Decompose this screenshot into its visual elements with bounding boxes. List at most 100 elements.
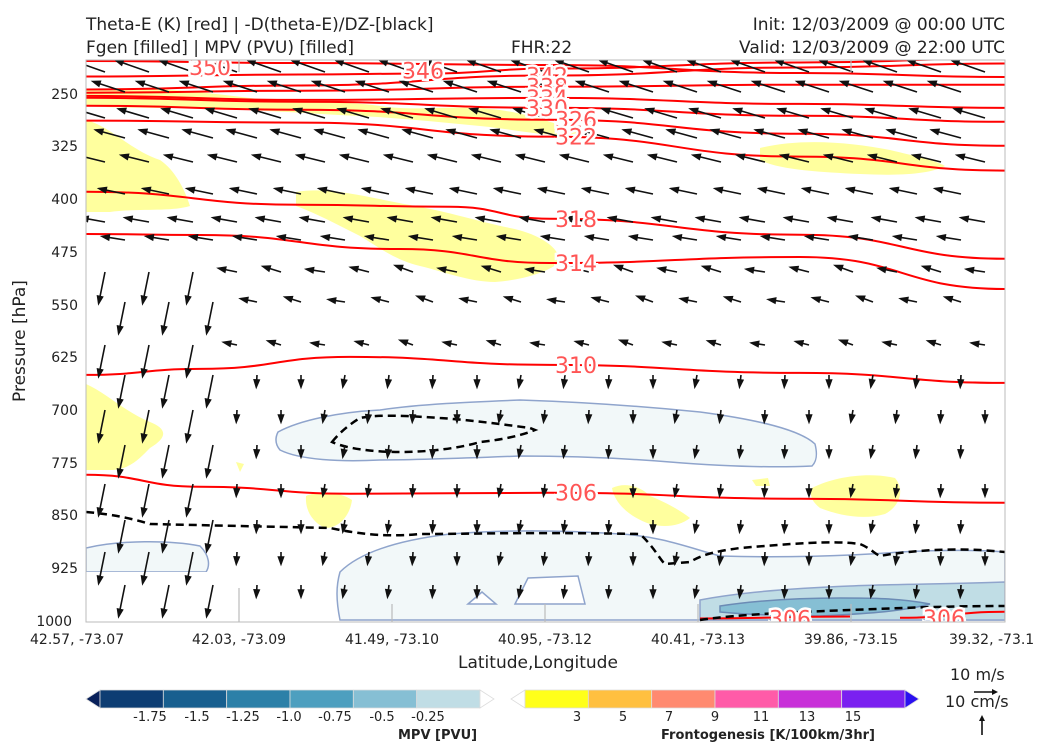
wind-vector-head xyxy=(187,233,199,242)
wind-vector-head xyxy=(458,296,469,304)
wind-vector-head xyxy=(781,523,789,535)
wind-vector-head xyxy=(473,589,481,600)
wind-vector-head xyxy=(453,414,461,425)
wind-vector-head xyxy=(952,107,963,115)
wind-vector-head xyxy=(222,80,234,88)
wind-vector-head xyxy=(137,128,149,136)
wind-vector-head xyxy=(277,488,285,499)
wind-vector-head xyxy=(233,555,241,567)
ddz-contour-mid xyxy=(330,414,539,454)
wind-vector-head xyxy=(518,215,530,223)
wind-vector-head xyxy=(957,378,965,390)
ddz-contours xyxy=(86,414,1005,622)
wind-vector-head xyxy=(738,215,750,223)
wind-vector-head xyxy=(453,488,461,499)
wind-vector-head xyxy=(844,186,856,194)
wind-vector-head xyxy=(891,233,903,242)
wind-vector-head xyxy=(605,588,613,600)
wind-vector-head xyxy=(750,80,762,88)
wind-vector-head xyxy=(338,153,350,161)
wind-vector-head xyxy=(868,378,876,390)
wind-vector-head xyxy=(562,215,574,223)
wind-vector-head xyxy=(753,128,765,136)
wind-vector-head xyxy=(692,378,700,390)
wind-vector-head xyxy=(706,80,718,88)
wind-vector-head xyxy=(160,607,168,619)
wind-vector-head xyxy=(442,80,454,88)
wind-vector-head xyxy=(140,574,148,586)
wind-vector-head xyxy=(847,233,859,242)
wind-vector-head xyxy=(910,153,922,161)
y-tick-label: 550 xyxy=(51,298,78,314)
wind-vector-head xyxy=(605,523,613,535)
wind-vector-head xyxy=(320,413,328,425)
wind-vector-head xyxy=(672,555,680,567)
wind-vector-head xyxy=(384,523,393,535)
wind-vector-head xyxy=(826,215,838,223)
y-tick-label: 1000 xyxy=(36,614,72,630)
wind-vector-head xyxy=(629,556,637,567)
wind-vector-head xyxy=(380,107,391,115)
theta-e-contour-label: 318 xyxy=(555,208,597,233)
wind-vector-head xyxy=(649,589,657,600)
init-time: Init: 12/03/2009 @ 00:00 UTC xyxy=(752,15,1005,35)
wind-vector-head xyxy=(342,215,354,223)
wind-vector-head xyxy=(140,506,148,518)
wind-vector-head xyxy=(958,215,970,223)
wind-vector-head xyxy=(935,233,947,242)
wind-vector-head xyxy=(580,186,592,194)
fgen-colorbar-swatch xyxy=(587,689,653,709)
wind-vector-head xyxy=(649,449,657,460)
wind-vector-head xyxy=(340,448,348,460)
wind-vector-head xyxy=(409,413,417,425)
wind-vector-head xyxy=(253,588,261,600)
wind-vector-head xyxy=(473,379,481,390)
wind-vector-head xyxy=(536,186,548,194)
wind-vector-head xyxy=(692,588,700,600)
wind-vector-head xyxy=(969,340,980,348)
wind-vector-head xyxy=(297,524,305,535)
wind-vector-head xyxy=(340,378,348,390)
mpv-colorbar-swatch xyxy=(226,689,291,709)
wind-vector-head xyxy=(568,265,580,273)
wind-vector-head xyxy=(781,378,789,390)
wind-vector-head xyxy=(722,295,734,303)
wind-vector-head xyxy=(429,448,437,460)
wind-vector-head xyxy=(316,186,328,194)
wind-vector-head xyxy=(204,397,212,409)
wind-vector-head xyxy=(761,487,769,499)
wind-vector-head xyxy=(546,297,557,305)
wind-vector-head xyxy=(160,397,168,409)
y-tick-label: 700 xyxy=(51,403,78,419)
mpv-colorbar-tick: -0.75 xyxy=(318,710,352,725)
x-tick-label: 39.86, -73.15 xyxy=(803,632,899,648)
mpv-colorbar-tick: -0.5 xyxy=(369,710,395,725)
wind-vector-head xyxy=(181,128,193,136)
wind-vector-head xyxy=(736,448,745,460)
wind-vector-head xyxy=(166,215,178,223)
wind-vector-head xyxy=(253,378,261,390)
valid-time: Valid: 12/03/2009 @ 22:00 UTC xyxy=(739,38,1005,58)
wind-vector-head xyxy=(326,297,337,305)
wind-vector-head xyxy=(920,265,932,273)
wind-vector-head xyxy=(716,413,725,425)
wind-vector-head xyxy=(162,153,174,161)
wind-vector-head xyxy=(736,378,745,390)
wind-vector-head xyxy=(716,555,725,567)
wind-vector-head xyxy=(473,449,481,460)
wind-vector-head xyxy=(140,367,148,379)
wind-vector-head xyxy=(221,340,232,348)
wind-vector-head xyxy=(86,215,90,223)
wind-vector-head xyxy=(937,487,945,499)
wind-vector-head xyxy=(929,128,941,136)
wind-vector-head xyxy=(184,574,192,586)
theta-e-contour-line xyxy=(699,615,851,620)
wind-vector-head xyxy=(585,487,593,499)
wind-vector-head xyxy=(502,295,514,303)
wind-vector-head xyxy=(204,607,212,619)
wind-vector-head xyxy=(272,186,284,194)
wind-vector-head xyxy=(384,588,393,600)
wind-vector-head xyxy=(855,295,866,303)
wind-vector-head xyxy=(363,233,375,242)
